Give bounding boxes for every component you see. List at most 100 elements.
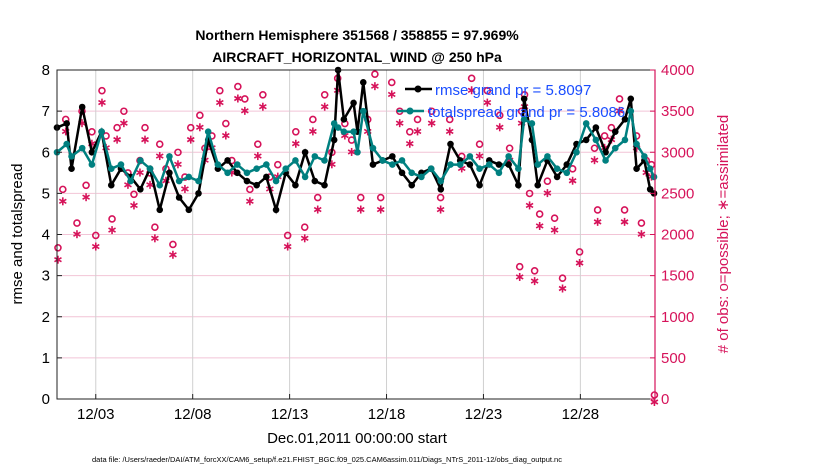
rmse-point: [582, 136, 590, 144]
right-tick-label: 2500: [661, 185, 694, 202]
totalspread-point: [418, 173, 425, 181]
totalspread-point: [573, 148, 580, 156]
obs-possible-marker: [505, 144, 514, 153]
obs-possible-marker: [445, 115, 454, 124]
rmse-point: [389, 153, 396, 160]
totalspread-point: [195, 177, 202, 185]
rmse-point: [224, 157, 231, 164]
totalspread-point: [528, 120, 536, 127]
rmse-point: [515, 181, 522, 189]
rmse-point: [408, 181, 416, 189]
obs-assimilated-marker: [637, 230, 646, 239]
rmse-point: [611, 128, 619, 135]
totalspread-point: [456, 161, 464, 168]
obs-assimilated-marker: [300, 234, 309, 243]
rmse-point: [166, 169, 173, 177]
totalspread-point: [243, 169, 251, 177]
obs-assimilated-marker: [495, 123, 504, 132]
totalspread-point: [389, 161, 396, 168]
obs-assimilated-marker: [136, 168, 144, 177]
rmse-point: [107, 181, 115, 189]
left-tick-label: 7: [42, 103, 50, 120]
obs-assimilated-marker: [130, 201, 138, 210]
rmse-point: [534, 181, 542, 189]
totalspread-point: [253, 165, 260, 172]
obs-possible-marker: [98, 86, 106, 95]
obs-possible-marker: [356, 193, 365, 202]
rmse-point: [253, 181, 260, 189]
obs-possible-marker: [292, 128, 300, 136]
obs-possible-marker: [387, 78, 396, 87]
rmse-point: [520, 95, 528, 103]
totalspread-point: [301, 173, 309, 181]
left-tick-label: 2: [42, 309, 50, 326]
y-axis-right-label: # of obs: o=possible; ∗=assimilated: [715, 115, 732, 354]
rmse-point: [88, 148, 96, 156]
obs-possible-marker: [475, 140, 484, 148]
obs-possible-marker: [259, 90, 267, 99]
rmse-point: [369, 161, 377, 168]
obs-assimilated-marker: [575, 258, 584, 267]
totalspread-point: [633, 140, 640, 148]
series-lines: [53, 66, 658, 215]
obs-possible-marker: [467, 74, 476, 83]
rmse-point: [621, 116, 629, 123]
axis-ticks: 0 500 1000 1500 2000 2500 3000 3500 4000 0 1 2 3 4 5 6 7…: [42, 62, 695, 423]
left-tick-label: 8: [42, 62, 50, 79]
totalspread-point: [117, 161, 125, 168]
x-tick-label: 12/08: [174, 406, 212, 423]
totalspread-point: [340, 128, 348, 135]
totalspread-point: [350, 128, 357, 135]
totalspread-point: [359, 107, 367, 115]
obs-assimilated-marker: [113, 135, 121, 144]
totalspread-point: [146, 165, 154, 172]
totalspread-point: [505, 153, 512, 160]
obs-assimilated-marker: [91, 242, 100, 251]
rmse-point: [78, 103, 86, 111]
obs-assimilated-marker: [475, 152, 484, 161]
obs-possible-marker: [73, 219, 81, 227]
right-tick-label: 500: [661, 350, 686, 367]
obs-assimilated-marker: [150, 234, 159, 243]
obs-assimilated-marker: [291, 139, 300, 148]
rmse-point: [633, 165, 640, 172]
obs-possible-marker: [371, 70, 379, 79]
totalspread-point: [563, 169, 571, 177]
obs-possible-marker: [54, 243, 62, 252]
rmse-point: [476, 181, 483, 189]
obs-possible-marker: [427, 107, 436, 116]
right-tick-label: 3000: [661, 144, 694, 161]
totalspread-point: [495, 169, 503, 177]
obs-possible-marker: [283, 231, 292, 240]
rmse-point: [63, 120, 70, 127]
obs-assimilated-marker: [427, 119, 436, 128]
totalspread-point: [292, 157, 299, 164]
obs-possible-marker: [309, 115, 317, 124]
obs-possible-marker: [543, 177, 552, 185]
obs-possible-marker: [495, 111, 504, 120]
rmse-point: [311, 177, 319, 185]
rmse-point: [553, 173, 561, 181]
left-tick-label: 6: [42, 144, 50, 161]
obs-possible-marker: [234, 82, 242, 91]
obs-possible-marker: [615, 95, 624, 103]
obs-assimilated-marker: [535, 221, 544, 230]
rmse-point: [646, 185, 654, 193]
obs-possible-marker: [91, 231, 100, 240]
left-tick-label: 1: [42, 350, 50, 367]
obs-assimilated-marker: [186, 135, 195, 144]
totalspread-point: [627, 107, 635, 115]
x-tick-label: 12/23: [465, 406, 503, 423]
left-tick-label: 5: [42, 185, 50, 202]
rmse-point: [627, 95, 635, 103]
totalspread-point: [515, 165, 522, 172]
obs-possible-marker: [88, 128, 96, 136]
rmse-point: [272, 206, 280, 214]
obs-assimilated-marker: [405, 139, 414, 148]
x-tick-label: 12/28: [562, 406, 600, 423]
totalspread-point: [553, 165, 561, 172]
rmse-point: [233, 169, 241, 177]
obs-possible-marker: [174, 148, 182, 157]
totalspread-point: [204, 128, 212, 135]
